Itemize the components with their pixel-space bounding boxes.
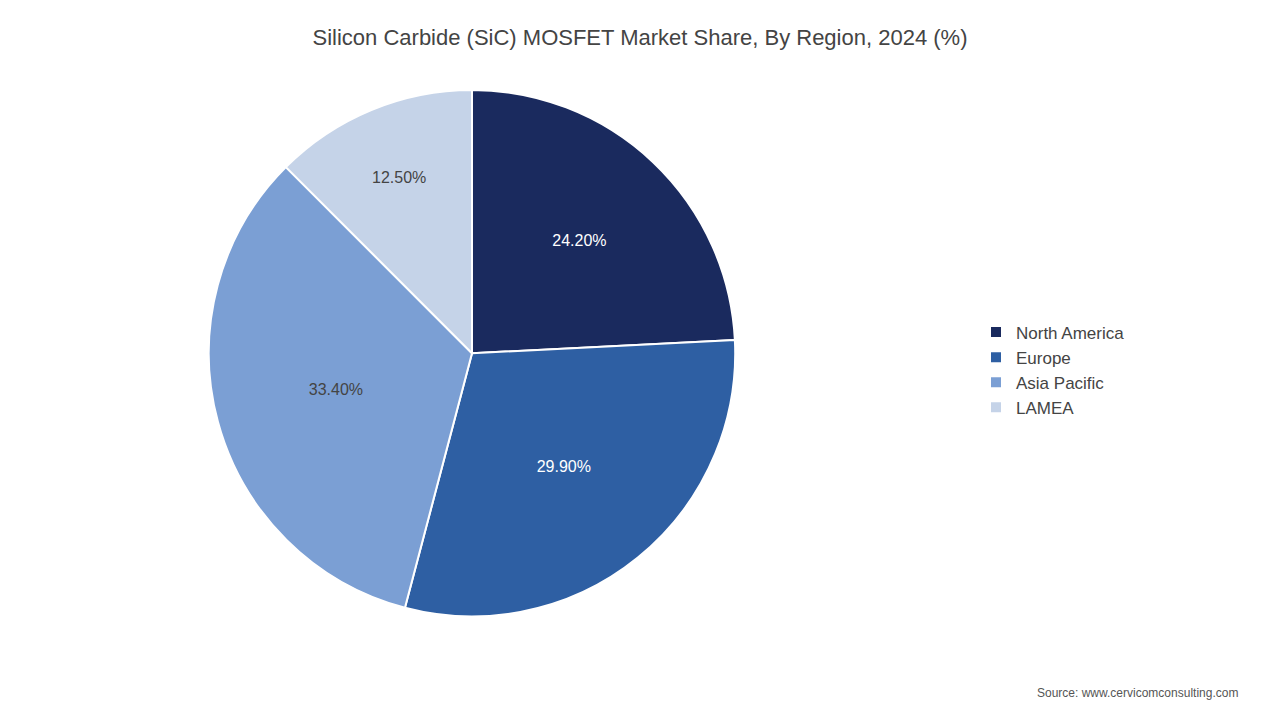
svg-text:24.20%: 24.20%: [552, 232, 606, 249]
svg-text:North America: North America: [1016, 324, 1124, 343]
svg-text:Asia Pacific: Asia Pacific: [1016, 374, 1104, 393]
svg-text:Source: www.cervicomconsulting: Source: www.cervicomconsulting.com: [1037, 686, 1238, 700]
svg-text:Silicon Carbide (SiC) MOSFET M: Silicon Carbide (SiC) MOSFET Market Shar…: [313, 25, 968, 50]
svg-text:12.50%: 12.50%: [372, 169, 426, 186]
svg-text:33.40%: 33.40%: [309, 381, 363, 398]
svg-text:29.90%: 29.90%: [537, 458, 591, 475]
svg-text:LAMEA: LAMEA: [1016, 399, 1074, 418]
svg-text:Europe: Europe: [1016, 349, 1071, 368]
